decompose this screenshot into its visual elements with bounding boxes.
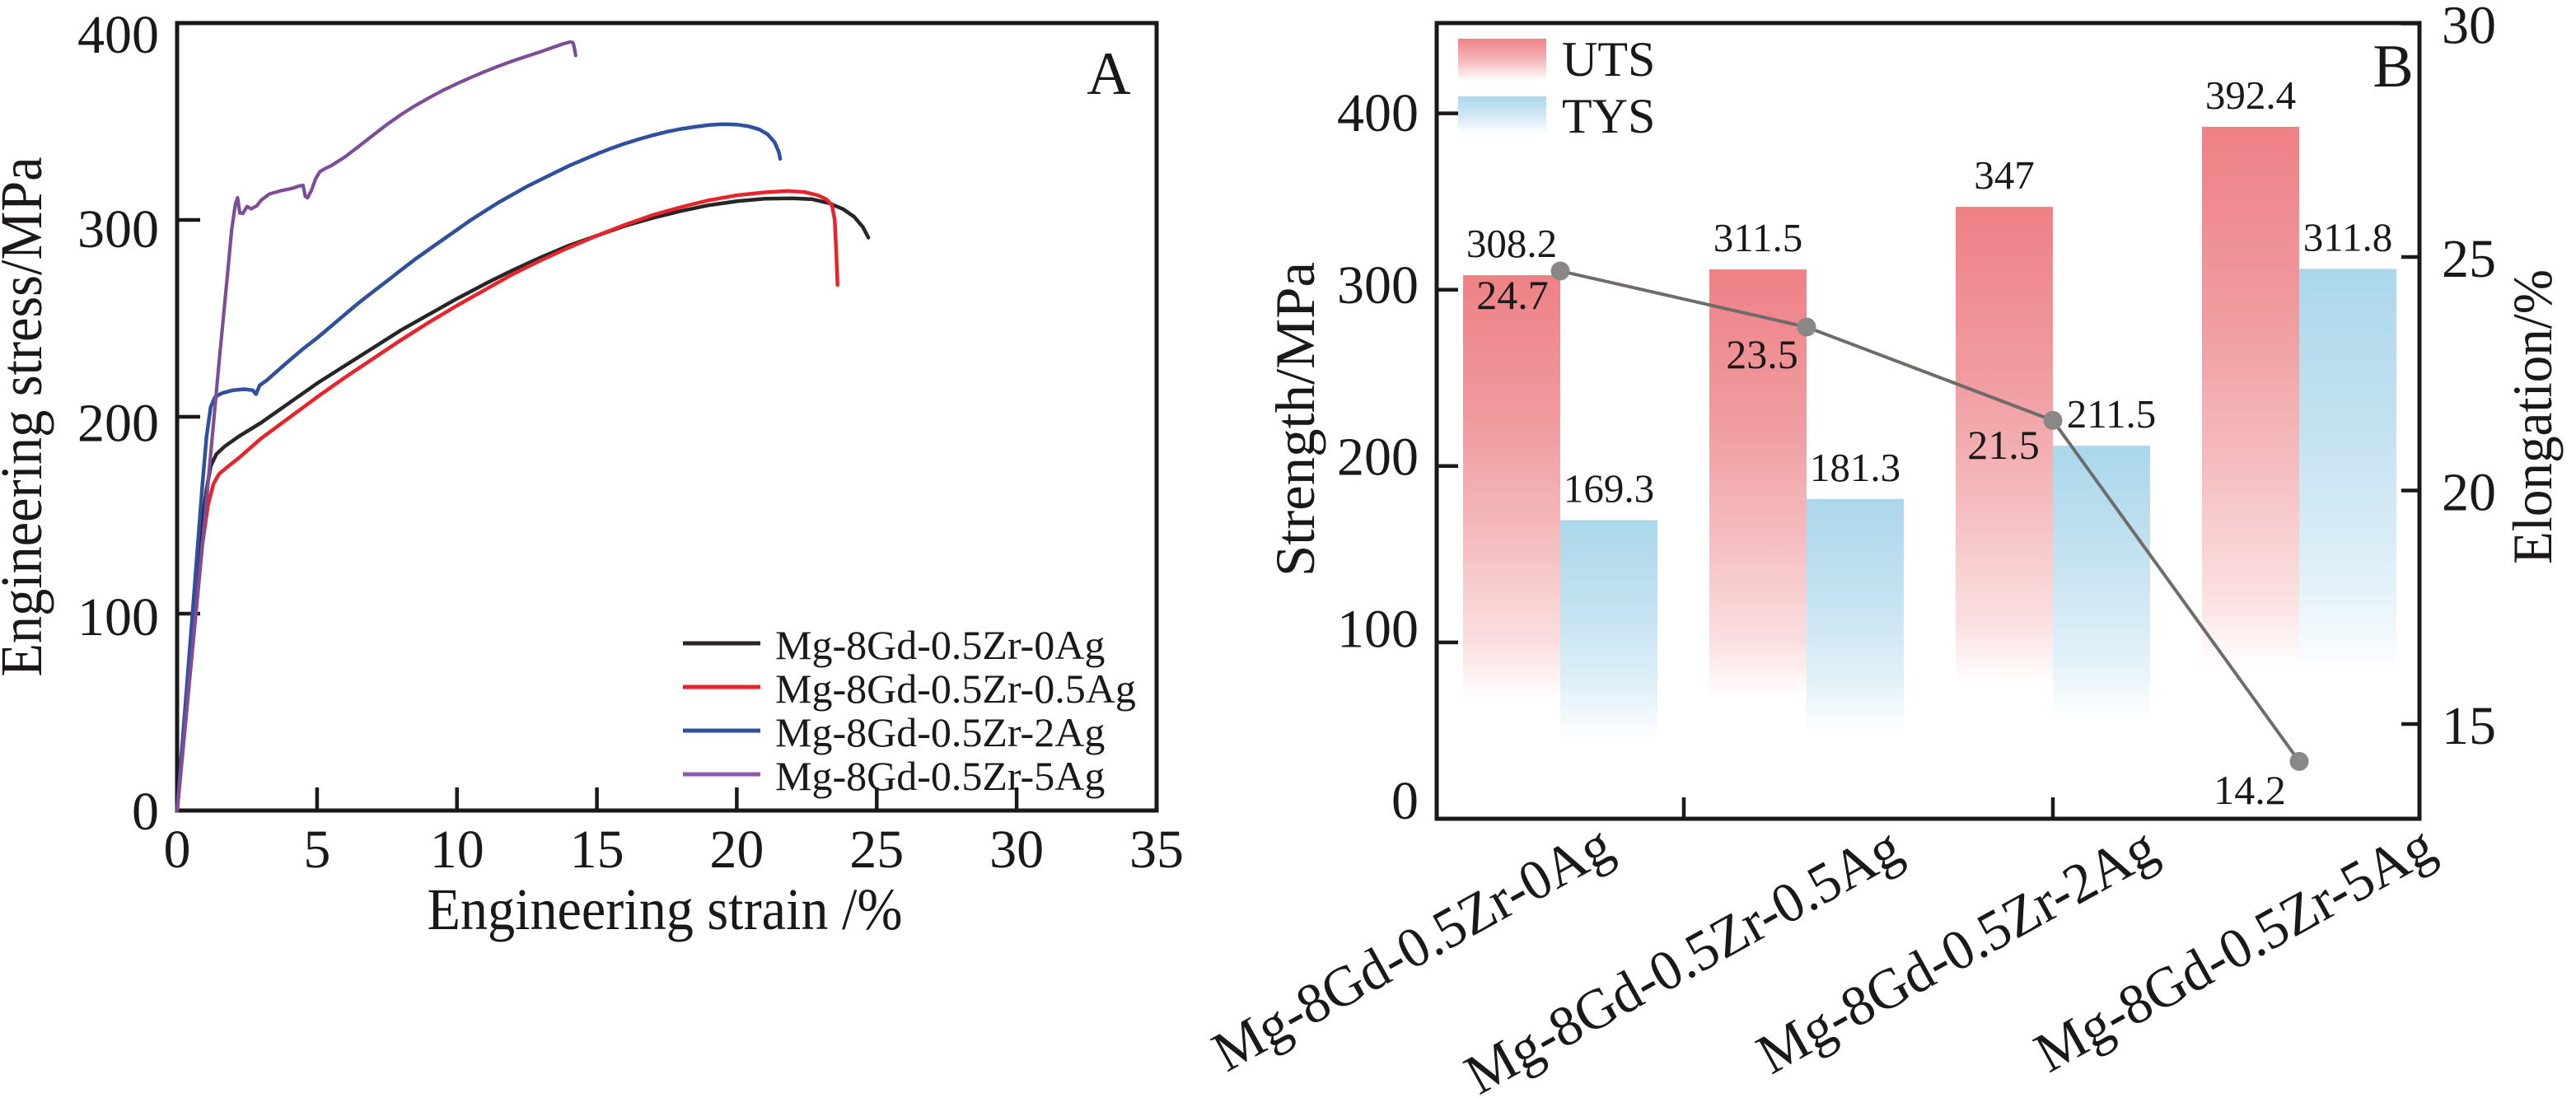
svg-text:21.5: 21.5	[1967, 422, 2040, 468]
svg-text:30: 30	[2442, 0, 2496, 56]
svg-text:Engineering stress/MPa: Engineering stress/MPa	[0, 157, 54, 677]
svg-text:UTS: UTS	[1562, 32, 1655, 86]
svg-text:Mg-8Gd-0.5Zr-5Ag: Mg-8Gd-0.5Zr-5Ag	[775, 753, 1105, 799]
svg-text:Elongation/%: Elongation/%	[2501, 269, 2564, 564]
svg-text:35: 35	[1129, 820, 1184, 880]
svg-text:Mg-8Gd-0.5Zr-0Ag: Mg-8Gd-0.5Zr-0Ag	[775, 622, 1105, 668]
svg-text:200: 200	[1337, 428, 1419, 488]
svg-text:20: 20	[2442, 463, 2496, 523]
svg-text:311.5: 311.5	[1713, 215, 1802, 260]
svg-text:TYS: TYS	[1562, 89, 1655, 143]
svg-text:211.5: 211.5	[2067, 391, 2156, 437]
svg-text:10: 10	[430, 820, 484, 880]
svg-text:Mg-8Gd-0.5Zr-0.5Ag: Mg-8Gd-0.5Zr-0.5Ag	[775, 666, 1136, 712]
svg-text:347: 347	[1974, 152, 2035, 198]
svg-text:30: 30	[989, 820, 1044, 880]
svg-text:300: 300	[1337, 255, 1419, 315]
svg-text:392.4: 392.4	[2205, 72, 2296, 118]
svg-text:400: 400	[77, 5, 159, 65]
svg-text:14.2: 14.2	[2214, 767, 2286, 813]
svg-text:B: B	[2373, 33, 2413, 100]
svg-text:24.7: 24.7	[1476, 272, 1549, 318]
svg-text:15: 15	[2442, 696, 2496, 756]
svg-text:A: A	[1087, 40, 1130, 108]
svg-text:25: 25	[849, 820, 904, 880]
svg-text:400: 400	[1337, 83, 1419, 143]
svg-text:Engineering strain /%: Engineering strain /%	[428, 876, 903, 942]
svg-text:311.8: 311.8	[2303, 214, 2392, 259]
svg-text:200: 200	[77, 394, 159, 454]
svg-text:5: 5	[303, 820, 330, 880]
svg-text:308.2: 308.2	[1466, 221, 1557, 266]
svg-text:0: 0	[132, 782, 159, 842]
svg-text:Strength/MPa: Strength/MPa	[1264, 262, 1326, 577]
svg-text:23.5: 23.5	[1726, 331, 1798, 377]
svg-text:300: 300	[77, 199, 159, 259]
svg-text:15: 15	[570, 820, 624, 880]
svg-text:100: 100	[1337, 599, 1419, 659]
svg-text:25: 25	[2442, 229, 2496, 289]
svg-text:0: 0	[164, 820, 191, 880]
svg-text:100: 100	[77, 587, 159, 647]
svg-text:20: 20	[709, 820, 764, 880]
svg-text:169.3: 169.3	[1564, 466, 1654, 512]
svg-text:0: 0	[1391, 771, 1419, 831]
svg-text:Mg-8Gd-0.5Zr-2Ag: Mg-8Gd-0.5Zr-2Ag	[775, 709, 1105, 755]
svg-text:181.3: 181.3	[1810, 445, 1900, 490]
